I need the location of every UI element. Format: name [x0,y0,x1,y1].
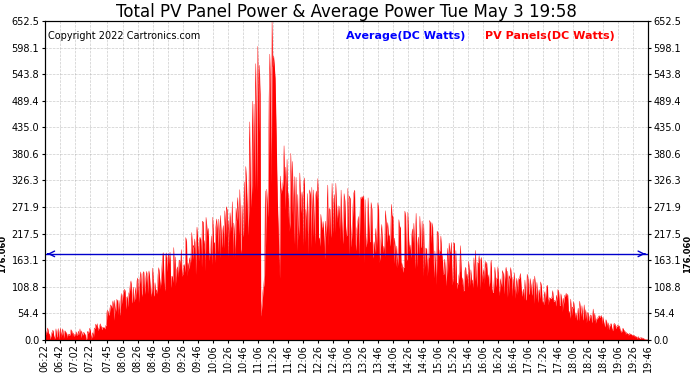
Text: Copyright 2022 Cartronics.com: Copyright 2022 Cartronics.com [48,30,200,40]
Text: PV Panels(DC Watts): PV Panels(DC Watts) [485,30,615,40]
Text: 176.060: 176.060 [0,235,7,273]
Title: Total PV Panel Power & Average Power Tue May 3 19:58: Total PV Panel Power & Average Power Tue… [116,3,577,21]
Text: 176.060: 176.060 [682,235,690,273]
Text: Average(DC Watts): Average(DC Watts) [346,30,466,40]
